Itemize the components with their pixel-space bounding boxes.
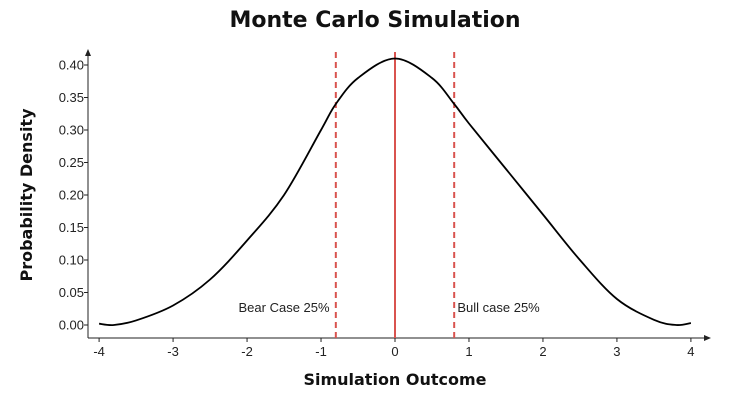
y-axis-label: Probability Density xyxy=(17,108,36,282)
x-tick-label: -3 xyxy=(167,344,179,359)
x-tick-label: 0 xyxy=(391,344,398,359)
y-tick-label: 0.25 xyxy=(59,155,84,170)
y-tick-label: 0.35 xyxy=(59,90,84,105)
y-tick-label: 0.05 xyxy=(59,285,84,300)
y-axis-arrow xyxy=(85,49,91,56)
y-tick-label: 0.20 xyxy=(59,188,84,203)
y-ticks: 0.00 0.05 0.10 0.15 0.20 0.25 0.30 0.35 0.40 xyxy=(59,58,88,333)
series-layer xyxy=(98,57,692,327)
x-tick-label: 3 xyxy=(613,344,620,359)
annotations: Bear Case 25% Bull case 25% xyxy=(239,300,541,315)
y-tick-label: 0.00 xyxy=(59,318,84,333)
bear-case-annotation: Bear Case 25% xyxy=(239,300,330,315)
vertical-lines xyxy=(334,52,456,338)
x-tick-label: -2 xyxy=(241,344,253,359)
x-tick-label: 1 xyxy=(465,344,472,359)
bull-case-annotation: Bull case 25% xyxy=(457,300,540,315)
density-curve xyxy=(98,57,692,327)
y-tick-label: 0.40 xyxy=(59,58,84,73)
x-axis-label: Simulation Outcome xyxy=(303,370,486,389)
x-tick-label: 2 xyxy=(539,344,546,359)
x-tick-label: 4 xyxy=(687,344,694,359)
x-tick-label: -4 xyxy=(93,344,105,359)
x-axis-arrow xyxy=(704,335,711,341)
chart-title: Monte Carlo Simulation xyxy=(229,8,521,33)
y-tick-label: 0.15 xyxy=(59,220,84,235)
x-tick-label: -1 xyxy=(315,344,327,359)
y-tick-label: 0.10 xyxy=(59,253,84,268)
x-ticks: -4 -3 -2 -1 0 1 2 3 4 xyxy=(93,338,695,359)
axes xyxy=(85,49,711,341)
y-tick-label: 0.30 xyxy=(59,123,84,138)
